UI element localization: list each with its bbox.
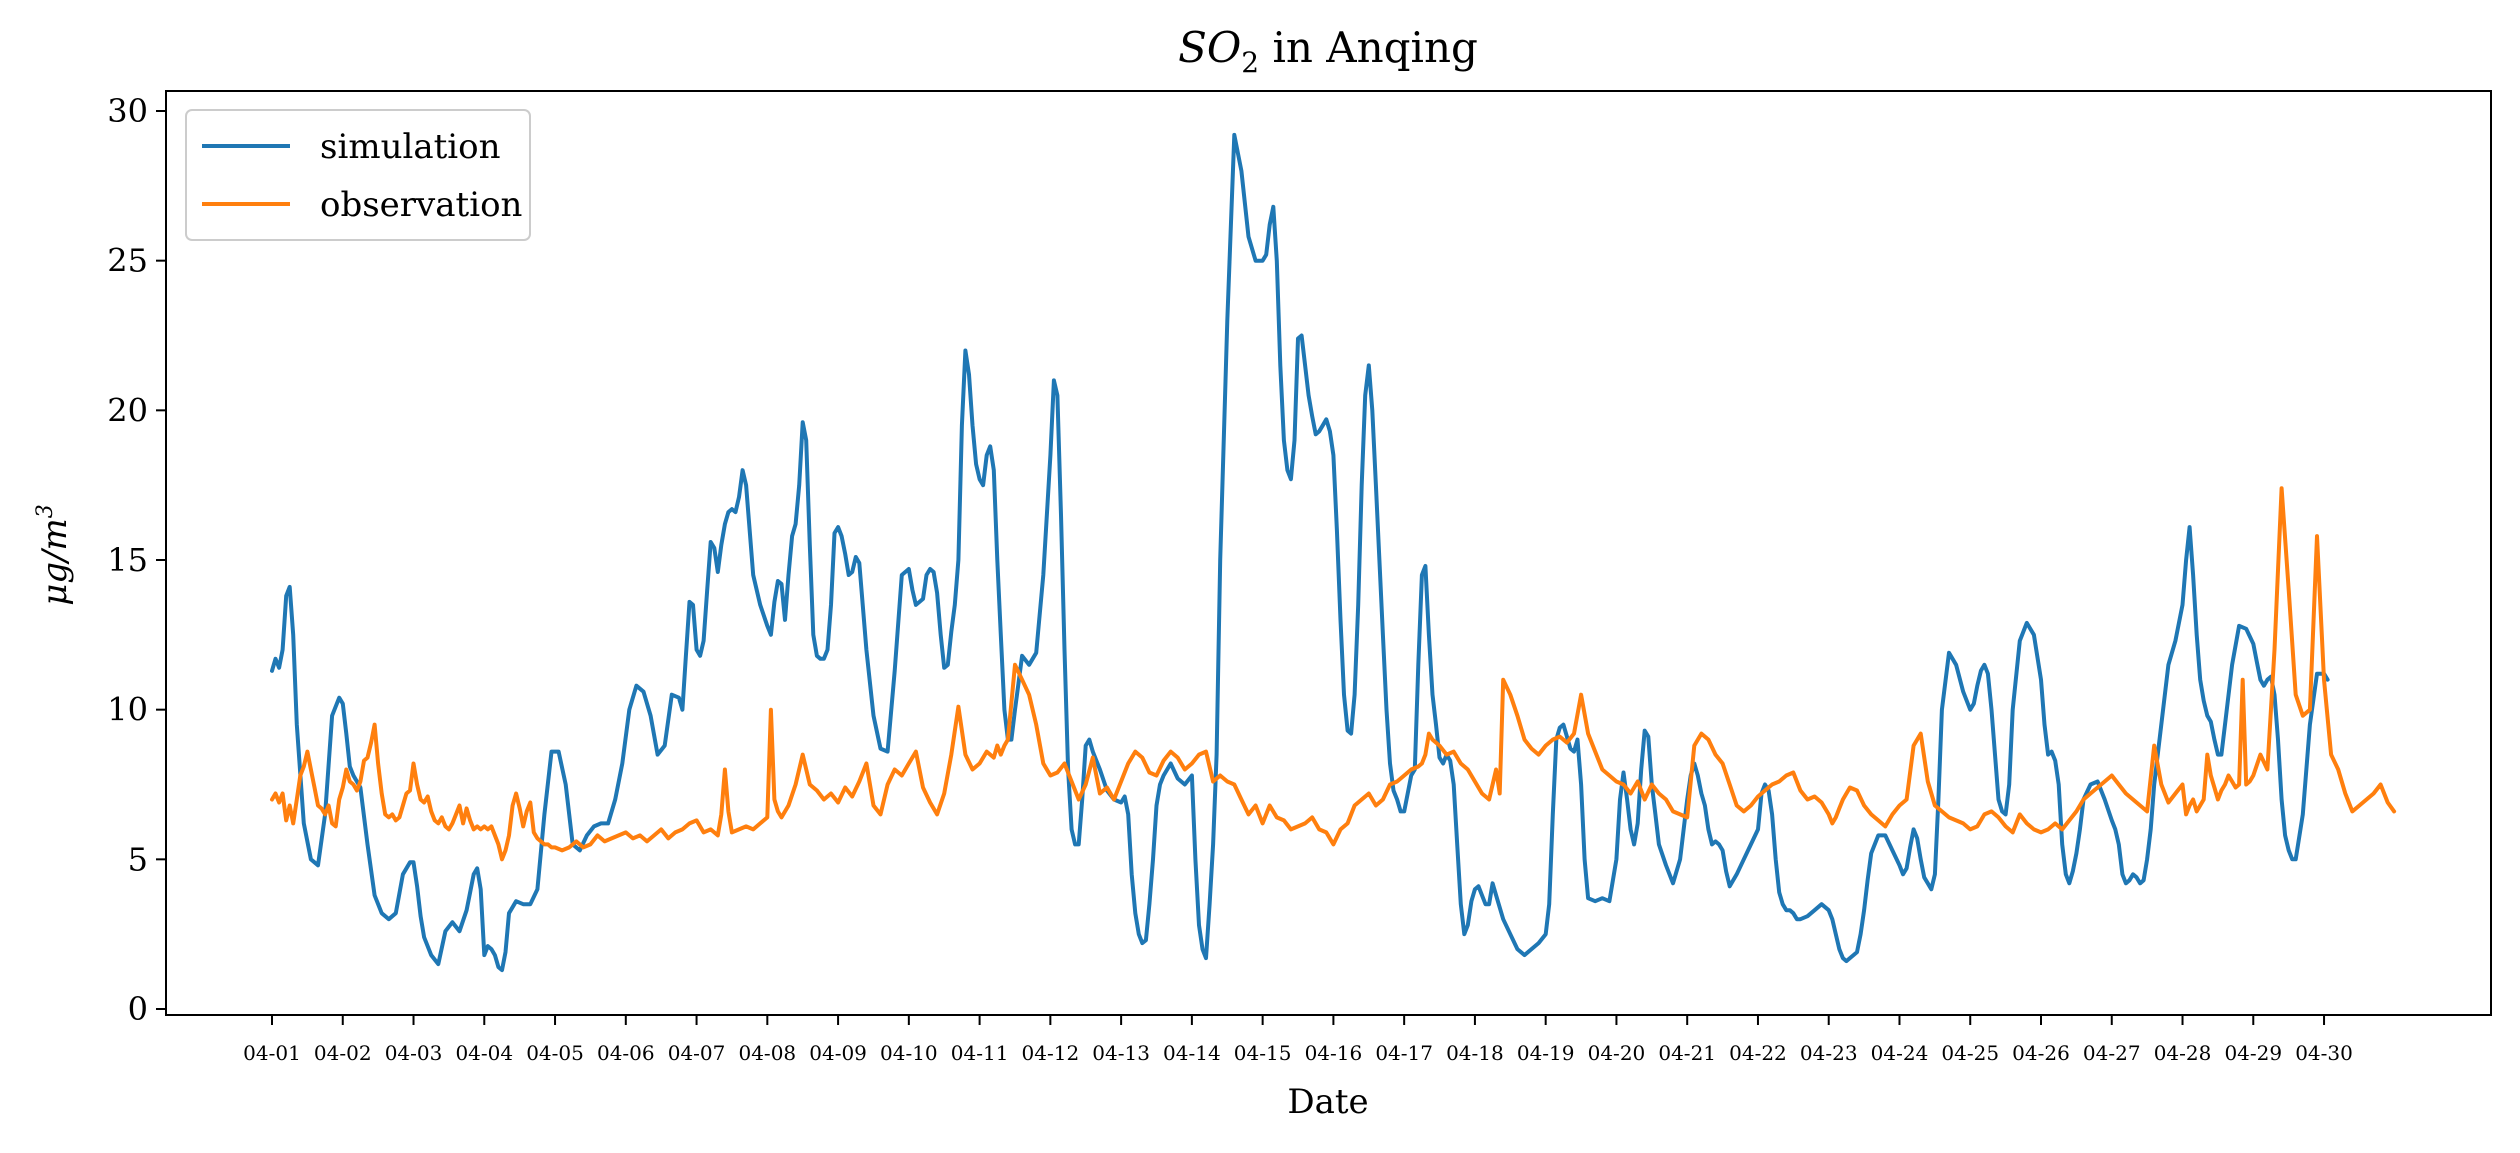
legend: simulation observation bbox=[185, 109, 531, 241]
x-tick-label: 04-03 bbox=[385, 1041, 443, 1065]
x-tick-label: 04-26 bbox=[2012, 1041, 2070, 1065]
series-line-simulation bbox=[270, 132, 2330, 973]
x-tick-label: 04-14 bbox=[1163, 1041, 1221, 1065]
chart-title-main: SO bbox=[1178, 23, 1241, 72]
y-tick-label: 20 bbox=[107, 391, 148, 429]
y-tick-label: 10 bbox=[107, 691, 148, 729]
x-tick-label: 04-21 bbox=[1658, 1041, 1716, 1065]
x-tick-label: 04-23 bbox=[1800, 1041, 1858, 1065]
chart-title-subscript: 2 bbox=[1241, 46, 1259, 79]
legend-label-observation: observation bbox=[320, 185, 522, 225]
x-tick-label: 04-05 bbox=[526, 1041, 584, 1065]
y-axis-label: μg/m3 bbox=[33, 504, 75, 606]
y-tick-label: 30 bbox=[107, 92, 148, 130]
x-tick-label: 04-01 bbox=[243, 1041, 301, 1065]
x-tick-label: 04-07 bbox=[668, 1041, 726, 1065]
x-tick-label: 04-18 bbox=[1446, 1041, 1504, 1065]
y-axis-label-superscript: 3 bbox=[33, 504, 58, 518]
x-tick-label: 04-06 bbox=[597, 1041, 655, 1065]
x-tick-label: 04-25 bbox=[1941, 1041, 1999, 1065]
x-tick-label: 04-27 bbox=[2083, 1041, 2141, 1065]
x-tick-label: 04-28 bbox=[2154, 1041, 2212, 1065]
plot-lines bbox=[270, 132, 2397, 973]
x-tick-label: 04-29 bbox=[2224, 1041, 2282, 1065]
x-tick-label: 04-12 bbox=[1022, 1041, 1080, 1065]
x-tick-label: 04-24 bbox=[1871, 1041, 1929, 1065]
x-tick-label: 04-16 bbox=[1305, 1041, 1363, 1065]
x-tick-label: 04-19 bbox=[1517, 1041, 1575, 1065]
x-tick-label: 04-17 bbox=[1375, 1041, 1433, 1065]
plot-frame bbox=[165, 90, 2492, 1016]
x-tick-label: 04-15 bbox=[1234, 1041, 1292, 1065]
legend-box bbox=[185, 109, 531, 241]
x-tick-label: 04-13 bbox=[1092, 1041, 1150, 1065]
y-axis-label-main: μg/m bbox=[35, 518, 75, 606]
x-tick-label: 04-22 bbox=[1729, 1041, 1787, 1065]
x-tick-label: 04-02 bbox=[314, 1041, 372, 1065]
x-tick-label: 04-20 bbox=[1588, 1041, 1646, 1065]
y-tick-label: 25 bbox=[107, 242, 148, 280]
x-tick-label: 04-30 bbox=[2295, 1041, 2353, 1065]
y-tick-label: 15 bbox=[107, 541, 148, 579]
x-axis-ticks: 04-01 04-02 04-03 04-04 04-05 04-06 04-07 04-08… bbox=[243, 1015, 2353, 1065]
y-tick-label: 0 bbox=[128, 990, 148, 1028]
chart-title: SO2 in Anqing bbox=[1178, 23, 1478, 79]
x-tick-label: 04-08 bbox=[738, 1041, 796, 1065]
y-tick-label: 5 bbox=[128, 840, 148, 878]
y-axis-ticks: 0 5 10 15 20 25 30 bbox=[107, 92, 166, 1028]
chart-title-rest: in Anqing bbox=[1259, 23, 1478, 72]
series-line-observation bbox=[270, 486, 2397, 862]
x-axis-label: Date bbox=[1287, 1082, 1368, 1122]
legend-label-simulation: simulation bbox=[320, 127, 501, 167]
x-tick-label: 04-10 bbox=[880, 1041, 938, 1065]
x-tick-label: 04-04 bbox=[455, 1041, 513, 1065]
x-tick-label: 04-11 bbox=[951, 1041, 1009, 1065]
x-tick-label: 04-09 bbox=[809, 1041, 867, 1065]
